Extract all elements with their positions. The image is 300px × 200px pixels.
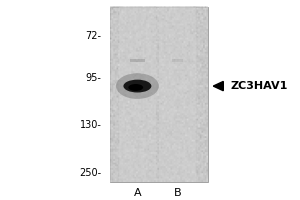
Bar — [159, 7, 196, 182]
Text: 130-: 130- — [80, 120, 102, 130]
Bar — [119, 7, 156, 182]
Polygon shape — [213, 81, 223, 91]
Text: 250-: 250- — [80, 168, 102, 178]
Text: A: A — [134, 188, 141, 198]
Text: B: B — [174, 188, 181, 198]
Text: 72-: 72- — [85, 31, 102, 41]
Ellipse shape — [116, 73, 159, 99]
Ellipse shape — [123, 80, 152, 92]
Bar — [110, 7, 208, 182]
Ellipse shape — [128, 84, 143, 91]
Bar — [130, 59, 145, 62]
Bar — [172, 59, 183, 62]
Text: ZC3HAV1: ZC3HAV1 — [230, 81, 288, 91]
Text: 95-: 95- — [86, 73, 102, 83]
